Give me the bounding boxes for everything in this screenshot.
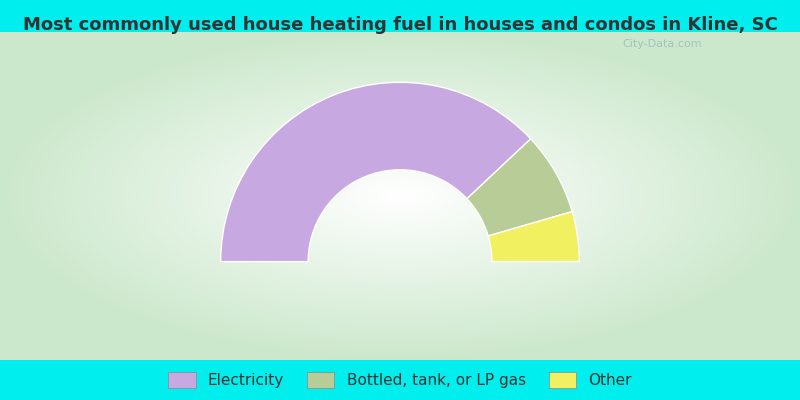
Text: City-Data.com: City-Data.com bbox=[622, 38, 702, 48]
Wedge shape bbox=[488, 212, 579, 262]
Legend: Electricity, Bottled, tank, or LP gas, Other: Electricity, Bottled, tank, or LP gas, O… bbox=[162, 366, 638, 394]
Text: Most commonly used house heating fuel in houses and condos in Kline, SC: Most commonly used house heating fuel in… bbox=[22, 16, 778, 34]
Wedge shape bbox=[467, 139, 572, 236]
Wedge shape bbox=[221, 82, 530, 262]
